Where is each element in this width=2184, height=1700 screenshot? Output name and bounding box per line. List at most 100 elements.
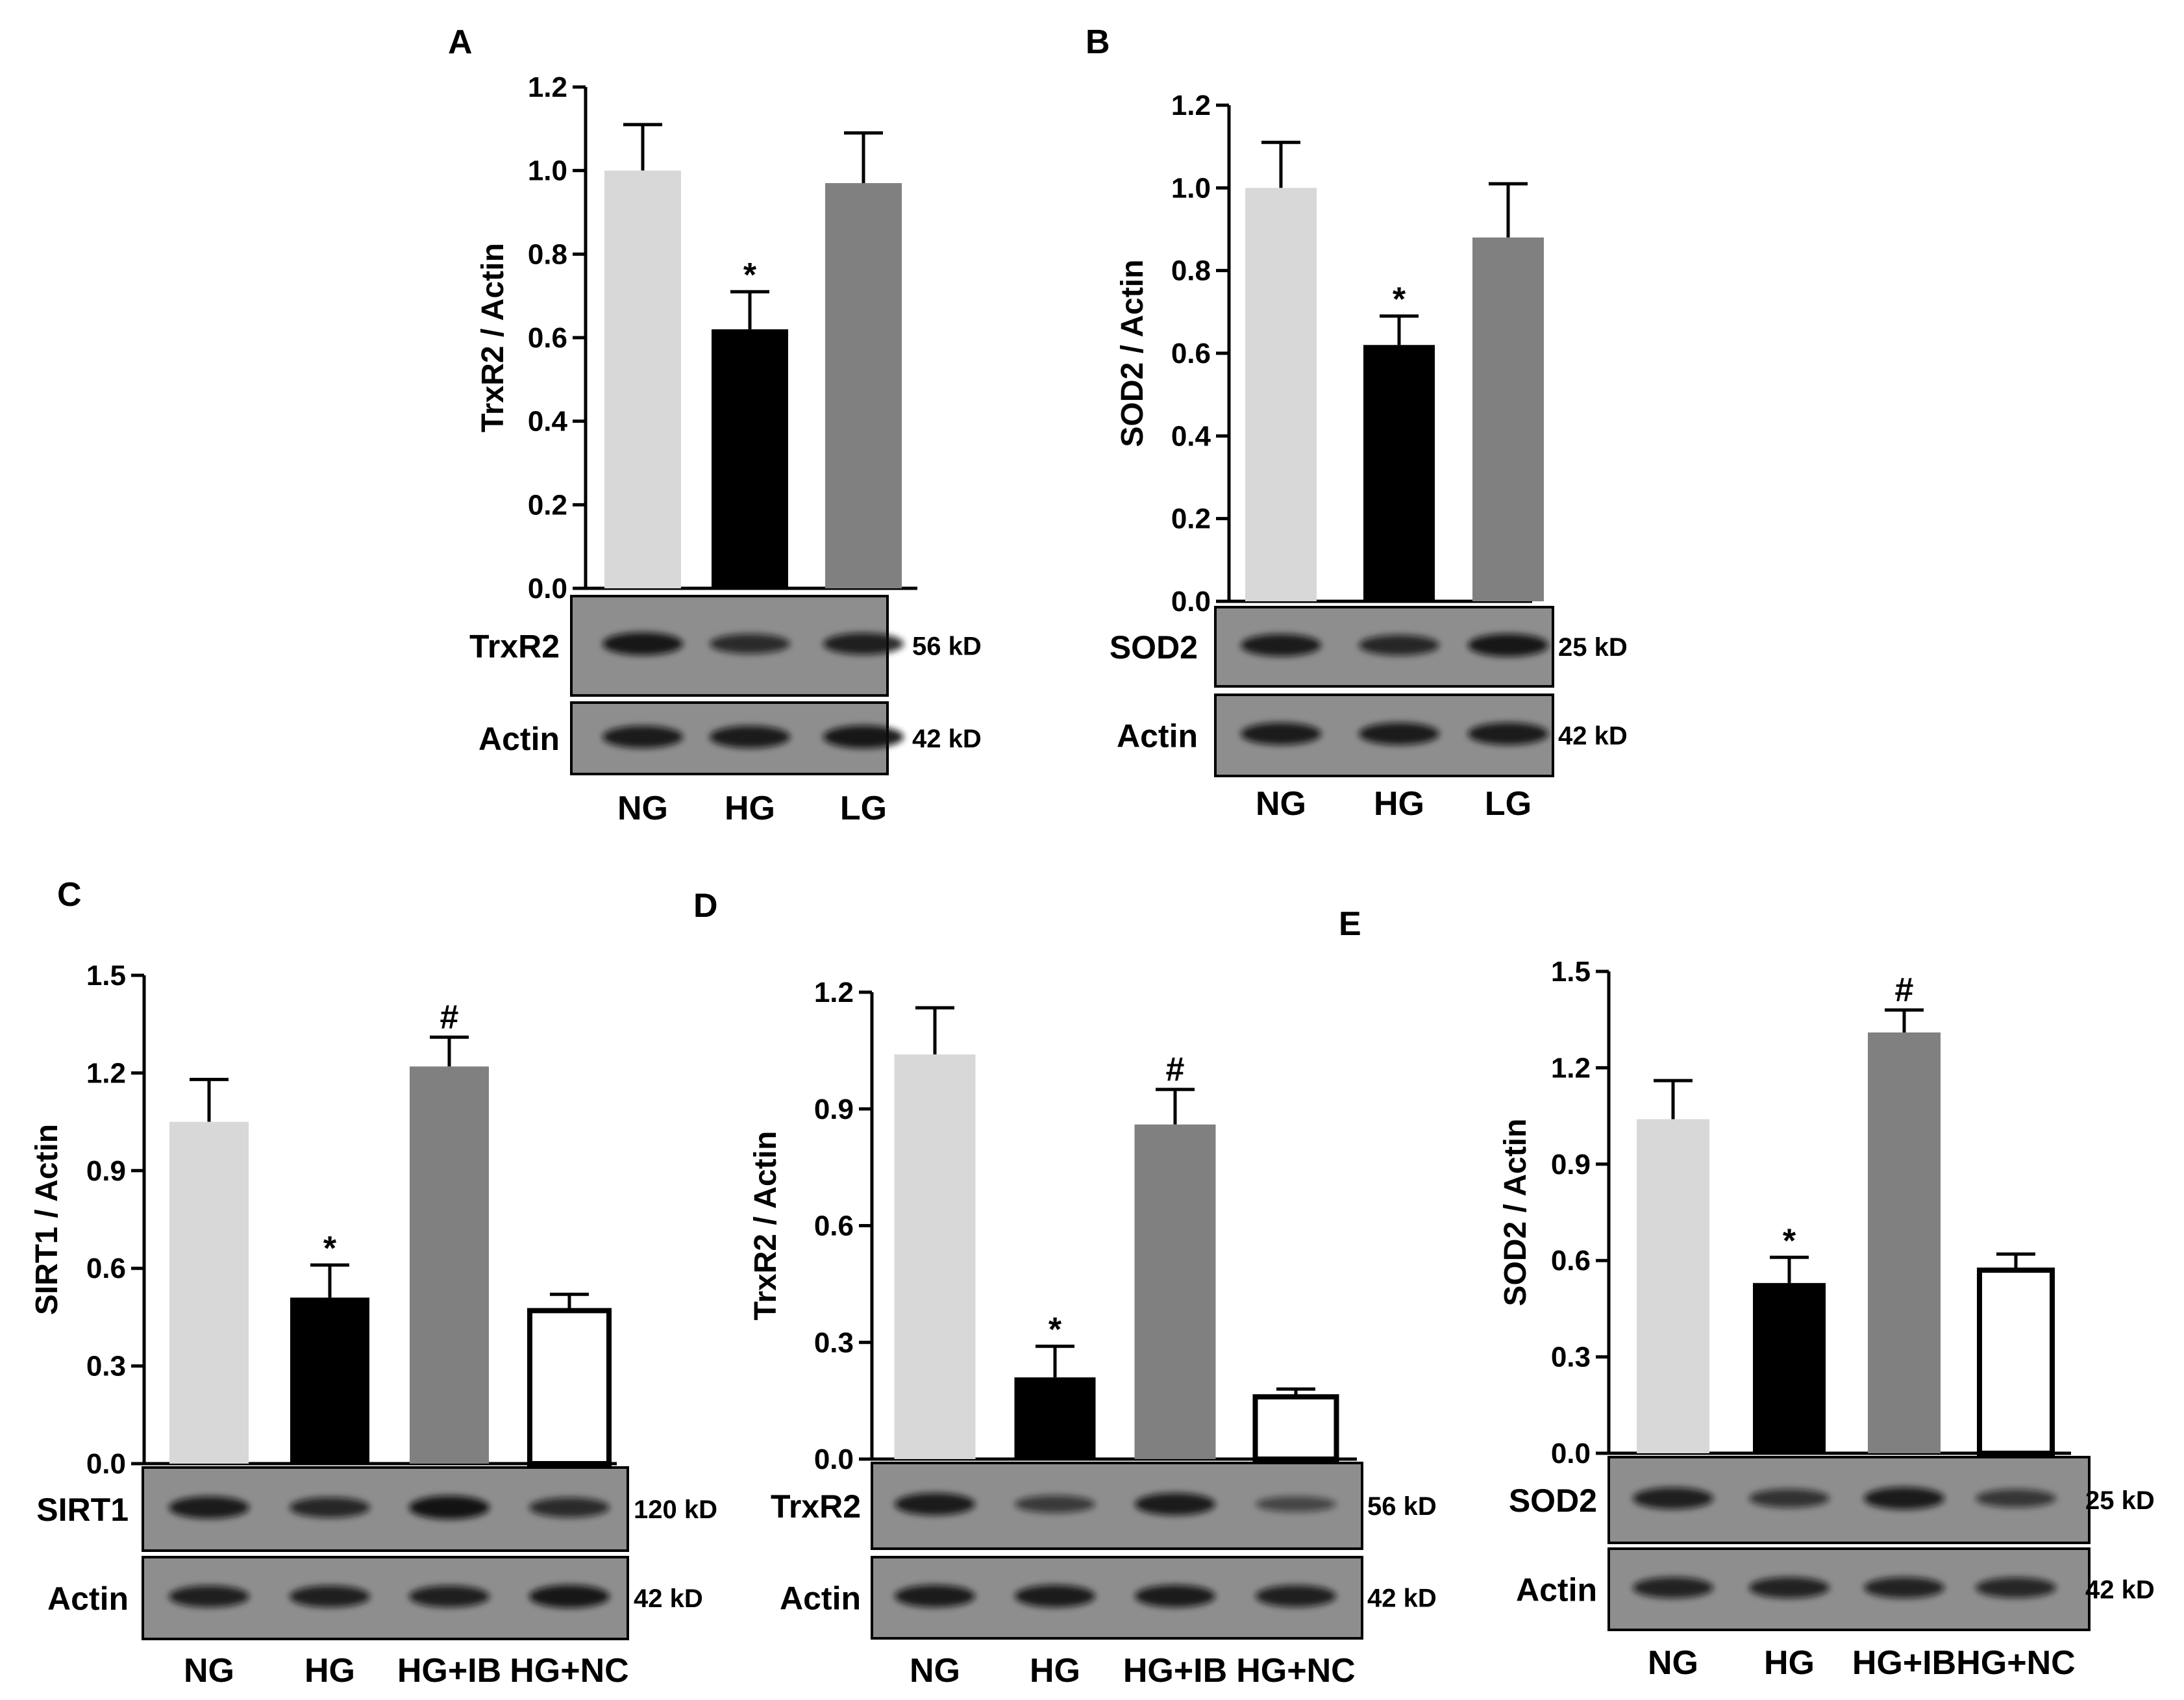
y-axis-label: SOD2 / Actin — [1115, 260, 1150, 447]
y-tick-label: 1.2 — [86, 1057, 126, 1089]
panel-letter: C — [57, 876, 82, 914]
category-label: HG — [1374, 785, 1424, 823]
y-tick-label: 0.0 — [528, 573, 567, 605]
blot-sirt1: SIRT1 120 kD — [36, 1466, 717, 1552]
blot-band — [895, 1493, 975, 1516]
significance-star: * — [743, 256, 757, 294]
blot-band — [1135, 1493, 1215, 1516]
blot-band — [1256, 1585, 1336, 1607]
bar-hg-ib — [1134, 1124, 1216, 1459]
bar-hg — [290, 1297, 369, 1464]
category-label: NG — [1648, 1644, 1698, 1682]
significance-star: * — [323, 1230, 337, 1268]
blot-kd-label: 42 kD — [2085, 1576, 2155, 1605]
y-tick-label: 0.9 — [814, 1094, 854, 1125]
y-axis-label: SOD2 / Actin — [1498, 1119, 1533, 1306]
bar-lg — [1472, 237, 1544, 601]
blot-band — [823, 725, 904, 749]
blot-kd-label: 25 kD — [1558, 633, 1628, 662]
bar-ng — [604, 170, 681, 589]
bar-hg — [712, 329, 788, 588]
blot-kd-label: 42 kD — [912, 725, 982, 753]
blot-band — [290, 1585, 370, 1608]
blot-band — [409, 1585, 490, 1608]
y-tick-label: 0.3 — [1551, 1342, 1591, 1373]
blot-band — [1976, 1489, 2056, 1508]
blot-band — [823, 632, 904, 655]
blot-band — [1241, 722, 1321, 745]
bar-hg-nc — [527, 1308, 612, 1466]
blot-label: Actin — [47, 1581, 129, 1617]
category-label: HG+NC — [510, 1652, 628, 1690]
blot-label: Actin — [1516, 1572, 1597, 1608]
blot-kd-label: 120 kD — [634, 1495, 717, 1524]
category-label: HG+IB — [1852, 1644, 1956, 1682]
panel-letter: E — [1339, 905, 1361, 943]
blot-band — [1749, 1488, 1830, 1508]
blot-band — [1976, 1577, 2056, 1598]
category-label: NG — [184, 1652, 234, 1690]
y-tick-label: 1.5 — [1551, 956, 1591, 988]
y-tick-label: 1.2 — [528, 71, 567, 103]
y-tick-label: 0.0 — [1171, 586, 1211, 618]
bar-ng — [1637, 1119, 1709, 1453]
panel-e: E 0.0 0.3 0.6 0.9 1.2 1.5 SOD2 / Actin * # SOD2 25 … — [1339, 905, 2155, 1682]
panel-letter: D — [693, 887, 718, 925]
category-label: NG — [617, 790, 668, 827]
significance-star: * — [1393, 281, 1406, 319]
y-tick-label: 0.8 — [1171, 255, 1211, 287]
y-tick-label: 1.2 — [1551, 1052, 1591, 1084]
category-label: LG — [840, 790, 887, 827]
y-tick-label: 0.0 — [814, 1444, 854, 1475]
y-tick-label: 0.4 — [528, 406, 568, 438]
blot-kd-label: 56 kD — [912, 632, 982, 661]
bar-hg-nc — [1977, 1268, 2055, 1456]
blot-kd-label: 25 kD — [2085, 1486, 2155, 1515]
category-label: HG — [725, 790, 775, 827]
y-tick-label: 0.3 — [814, 1327, 854, 1358]
blot-trxr2: TrxR2 56 kD — [771, 1462, 1437, 1550]
significance-hash: # — [440, 998, 459, 1036]
category-label: HG+NC — [1956, 1644, 2075, 1682]
bar-ng — [1245, 188, 1317, 601]
blot-band — [169, 1585, 249, 1608]
bar-hg-ib — [410, 1066, 489, 1464]
blot-sod2: SOD2 25 kD — [1110, 606, 1628, 688]
significance-star: * — [1783, 1222, 1796, 1260]
y-tick-label: 0.4 — [1171, 420, 1211, 452]
panel-d: D 0.0 0.3 0.6 0.9 1.2 TrxR2 / Actin * # TrxR2 56 k… — [693, 887, 1437, 1690]
blot-band — [1015, 1495, 1095, 1513]
y-tick-label: 1.2 — [1171, 90, 1211, 121]
category-label: HG — [1764, 1644, 1815, 1682]
blot-band — [409, 1495, 490, 1519]
blot-actin: Actin 42 kD — [478, 701, 982, 775]
blot-band — [1468, 722, 1548, 745]
y-tick-label: 1.5 — [86, 960, 126, 992]
panel-a: A 0.0 0.2 0.4 0.6 0.8 1.0 1.2 TrxR2 / Actin * TrxR… — [448, 23, 982, 827]
blot-label: TrxR2 — [771, 1488, 861, 1525]
blot-actin: Actin 42 kD — [1117, 694, 1628, 777]
category-label: NG — [910, 1652, 960, 1690]
blot-band — [529, 1497, 610, 1518]
blot-label: SIRT1 — [36, 1492, 129, 1528]
category-label: HG — [304, 1652, 355, 1690]
y-axis-label: SIRT1 / Actin — [30, 1124, 64, 1315]
y-axis-label: TrxR2 / Actin — [476, 243, 510, 432]
y-tick-label: 0.6 — [1171, 338, 1211, 369]
bar-hg-ib — [1868, 1032, 1941, 1453]
blot-actin: Actin 42 kD — [780, 1556, 1437, 1640]
blot-band — [710, 725, 790, 748]
blot-label: SOD2 — [1509, 1482, 1597, 1519]
y-tick-label: 0.2 — [1171, 503, 1211, 535]
y-tick-label: 0.3 — [86, 1351, 126, 1382]
blot-band — [1749, 1577, 1830, 1599]
blot-kd-label: 42 kD — [634, 1584, 703, 1613]
category-label: HG+IB — [397, 1652, 501, 1690]
y-tick-label: 0.6 — [1551, 1245, 1591, 1277]
blot-band — [1256, 1496, 1336, 1512]
bar-lg — [825, 182, 902, 588]
y-tick-label: 0.6 — [528, 322, 567, 354]
blot-band — [1633, 1487, 1713, 1510]
panel-c: C 0.0 0.3 0.6 0.9 1.2 1.5 SIRT1 / Actin * # SIRT1 1… — [30, 876, 717, 1690]
